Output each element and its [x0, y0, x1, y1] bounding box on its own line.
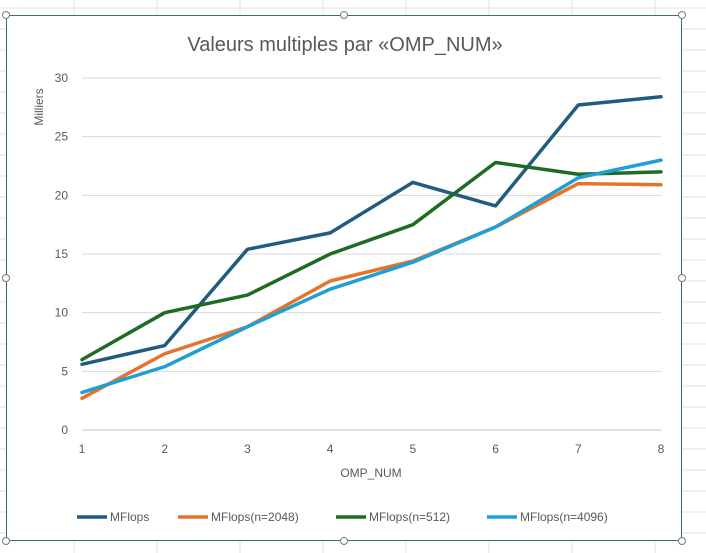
series-line [80, 160, 663, 362]
x-tick-label: 7 [575, 442, 582, 456]
resize-handle-bottom-right[interactable] [678, 537, 686, 545]
legend-label: MFlops [110, 510, 149, 524]
resize-handle-bottom-center[interactable] [340, 537, 348, 545]
y-tick-label: 5 [61, 364, 68, 378]
series-line [80, 181, 663, 401]
legend-label: MFlops(n=4096) [520, 510, 608, 524]
legend: MFlops MFlops(n=2048) MFlops(n=512) MFlops(… [77, 510, 608, 524]
legend-label: MFlops(n=512) [369, 510, 450, 524]
y-tick-label: 15 [55, 247, 69, 261]
y-tick-label: 0 [61, 423, 68, 437]
series-line [80, 158, 663, 395]
y-tick-labels: 0 5 10 15 20 25 30 [55, 71, 69, 437]
y-tick-label: 20 [55, 188, 69, 202]
legend-label: MFlops(n=2048) [211, 510, 299, 524]
resize-handle-bottom-left[interactable] [2, 537, 10, 545]
gridlines [82, 77, 661, 431]
chart-title: Valeurs multiples par «OMP_NUM» [187, 34, 502, 56]
resize-handle-middle-right[interactable] [678, 274, 686, 282]
series-lines [80, 95, 663, 401]
x-tick-label: 8 [658, 442, 665, 456]
resize-handle-top-center[interactable] [340, 11, 348, 19]
y-axis-label: Milliers [32, 88, 46, 125]
series-line [80, 95, 663, 367]
y-tick-label: 25 [55, 130, 69, 144]
x-axis-label: OMP_NUM [340, 466, 401, 480]
resize-handle-top-right[interactable] [678, 11, 686, 19]
resize-handle-top-left[interactable] [2, 11, 10, 19]
x-tick-label: 6 [492, 442, 499, 456]
x-tick-label: 5 [410, 442, 417, 456]
x-tick-label: 2 [161, 442, 168, 456]
resize-handle-middle-left[interactable] [2, 274, 10, 282]
x-tick-label: 1 [79, 442, 86, 456]
x-tick-label: 3 [244, 442, 251, 456]
y-tick-label: 10 [55, 306, 69, 320]
y-tick-label: 30 [55, 71, 69, 85]
x-tick-label: 4 [327, 442, 334, 456]
x-tick-labels: 1 2 3 4 5 6 7 8 [79, 442, 665, 456]
